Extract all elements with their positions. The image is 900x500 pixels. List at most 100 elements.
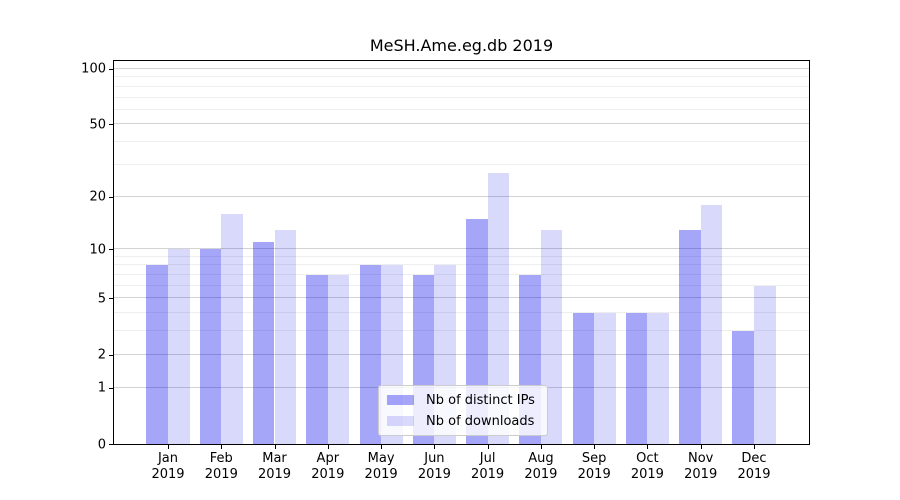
x-tick-mark-nov-2019	[700, 445, 702, 449]
plot-area: Nb of distinct IPs Nb of downloads	[113, 60, 810, 445]
x-tick-year: 2019	[630, 467, 664, 482]
x-tick-label-sep-2019: Sep 2019	[568, 451, 620, 483]
bar-sep-2019-downloads	[594, 313, 616, 444]
x-tick-year: 2019	[204, 467, 238, 482]
bar-mar-2019-downloads	[274, 229, 297, 444]
bar-sep-2019-distinct-ips	[572, 313, 595, 444]
legend-swatch-downloads	[387, 416, 414, 426]
x-tick-label-mar-2019: Mar 2019	[249, 451, 301, 483]
bar-feb-2019-distinct-ips	[199, 249, 222, 444]
y-tick-label-2: 2	[97, 347, 106, 363]
x-tick-mark-feb-2019	[221, 445, 223, 449]
x-tick-year: 2019	[471, 467, 505, 482]
chart-title: MeSH.Ame.eg.db 2019	[369, 36, 554, 55]
x-tick-label-dec-2019: Dec 2019	[728, 451, 780, 483]
y-tick-mark-20	[109, 196, 113, 198]
x-tick-month: Nov	[688, 451, 714, 466]
x-tick-label-nov-2019: Nov 2019	[675, 451, 727, 483]
y-tick-label-100: 100	[81, 61, 106, 77]
bar-mar-2019-distinct-ips	[252, 242, 275, 444]
bar-apr-2019-downloads	[327, 274, 350, 444]
x-tick-mark-mar-2019	[274, 445, 276, 449]
x-tick-month: Aug	[528, 451, 554, 466]
x-tick-month: Jun	[424, 451, 445, 466]
bar-dec-2019-distinct-ips	[732, 331, 754, 444]
legend-item-downloads: Nb of downloads	[387, 412, 535, 430]
gridline-50	[114, 123, 809, 125]
gridline-4	[114, 312, 809, 314]
x-tick-mark-may-2019	[381, 445, 383, 449]
x-tick-mark-dec-2019	[754, 445, 755, 449]
bar-oct-2019-downloads	[647, 313, 669, 444]
bar-oct-2019-distinct-ips	[625, 313, 648, 444]
y-tick-mark-5	[109, 298, 113, 300]
x-tick-mark-apr-2019	[327, 445, 329, 449]
x-tick-year: 2019	[151, 467, 185, 482]
x-tick-label-may-2019: May 2019	[355, 451, 407, 483]
x-tick-mark-jul-2019	[487, 445, 489, 449]
x-tick-month: Jan	[157, 451, 179, 466]
x-tick-label-jul-2019: Jul 2019	[462, 451, 514, 483]
gridline-3	[114, 330, 809, 332]
gridline-2	[114, 353, 809, 355]
legend: Nb of distinct IPs Nb of downloads	[378, 385, 548, 436]
x-tick-month: Feb	[209, 451, 233, 466]
x-tick-year: 2019	[524, 467, 558, 482]
gridline-70	[114, 96, 809, 98]
legend-item-distinct-ips: Nb of distinct IPs	[387, 391, 535, 409]
x-tick-month: Mar	[262, 451, 287, 466]
x-tick-label-jan-2019: Jan 2019	[142, 451, 194, 483]
y-tick-label-50: 50	[89, 117, 106, 133]
gridline-30	[114, 163, 809, 165]
x-tick-month: May	[367, 451, 395, 466]
y-tick-label-20: 20	[89, 189, 106, 205]
bar-may-2019-distinct-ips	[359, 265, 382, 444]
gridline-9	[114, 255, 809, 257]
y-tick-mark-10	[109, 249, 113, 251]
bar-jan-2019-distinct-ips	[146, 265, 168, 444]
gridline-40	[114, 141, 809, 143]
x-tick-mark-jun-2019	[434, 445, 436, 449]
x-tick-year: 2019	[257, 467, 292, 482]
y-tick-mark-50	[109, 124, 113, 126]
gridline-10	[114, 248, 809, 250]
x-tick-label-jun-2019: Jun 2019	[408, 451, 460, 483]
x-tick-year: 2019	[417, 467, 451, 482]
gridline-60	[114, 108, 809, 110]
gridline-8	[114, 264, 809, 266]
y-tick-mark-2	[109, 354, 113, 356]
x-tick-label-feb-2019: Feb 2019	[195, 451, 247, 483]
y-tick-label-10: 10	[89, 242, 106, 258]
x-tick-label-apr-2019: Apr 2019	[302, 451, 354, 483]
legend-label-distinct-ips: Nb of distinct IPs	[426, 392, 535, 408]
x-tick-mark-jan-2019	[168, 445, 169, 449]
x-tick-month: Sep	[581, 451, 607, 466]
gridline-80	[114, 85, 809, 87]
x-tick-month: Dec	[741, 451, 767, 466]
bar-feb-2019-downloads	[221, 213, 243, 444]
gridline-20	[114, 195, 809, 197]
bar-dec-2019-downloads	[754, 285, 776, 444]
x-tick-month: Jul	[479, 451, 496, 466]
bar-jul-2019-downloads	[487, 173, 510, 444]
bar-nov-2019-downloads	[700, 204, 723, 444]
legend-swatch-distinct-ips	[387, 395, 414, 405]
gridline-5	[114, 297, 809, 299]
gridline-6	[114, 284, 809, 286]
x-tick-year: 2019	[577, 467, 611, 482]
gridline-100	[114, 67, 809, 69]
x-tick-month: Oct	[636, 451, 659, 466]
bar-nov-2019-distinct-ips	[679, 229, 701, 444]
x-tick-year: 2019	[737, 467, 771, 482]
x-tick-mark-sep-2019	[594, 445, 596, 449]
x-tick-label-aug-2019: Aug 2019	[515, 451, 567, 483]
y-tick-mark-1	[109, 387, 113, 389]
x-tick-mark-aug-2019	[540, 445, 542, 449]
y-tick-label-1: 1	[97, 380, 106, 396]
gridline-7	[114, 273, 809, 275]
bar-apr-2019-distinct-ips	[306, 274, 328, 444]
x-tick-year: 2019	[684, 467, 718, 482]
gridline-90	[114, 76, 809, 78]
x-tick-mark-oct-2019	[647, 445, 649, 449]
